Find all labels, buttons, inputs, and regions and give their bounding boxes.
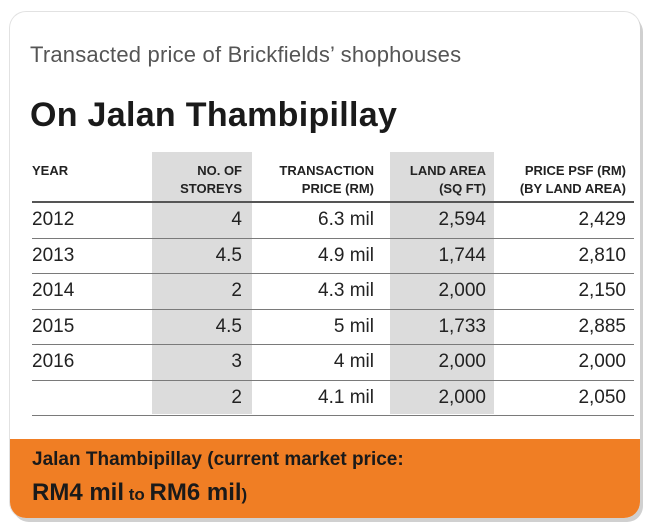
- price-low: RM4 mil: [32, 479, 125, 506]
- cell-psf: 2,810: [578, 244, 626, 266]
- land-area-column-shade: [390, 152, 494, 414]
- cell-psf: 2,050: [578, 386, 626, 408]
- header-price-psf: PRICE PSF (RM) (BY LAND AREA): [519, 163, 626, 196]
- row-divider: [32, 308, 634, 310]
- cell-area: 2,000: [438, 280, 486, 301]
- price-close: ): [241, 485, 248, 504]
- banner-label: Jalan Thambipillay (current market price…: [32, 449, 404, 470]
- header-land-area: LAND AREA (SQ FT): [409, 163, 486, 196]
- cell-price: 4.9 mil: [318, 244, 374, 266]
- cell-storeys: 2: [231, 280, 242, 301]
- cell-year: 2016: [32, 351, 75, 372]
- infographic-card: Transacted price of Brickfields’ shophou…: [10, 12, 640, 518]
- cell-psf: 2,150: [578, 280, 626, 301]
- row-divider: [32, 344, 634, 345]
- row-divider: [32, 379, 634, 381]
- cell-area: 2,000: [438, 386, 486, 408]
- cell-psf: 2,885: [578, 315, 626, 337]
- cell-area: 2,000: [438, 351, 486, 372]
- cell-storeys: 4.5: [215, 315, 242, 337]
- cell-area: 2,594: [438, 209, 486, 230]
- cell-storeys: 4: [231, 209, 242, 230]
- row-divider: [32, 415, 634, 416]
- cell-area: 1,744: [438, 244, 486, 266]
- page-title: On Jalan Thambipillay: [30, 96, 398, 134]
- cell-year: 2013: [32, 244, 75, 266]
- cell-price: 5 mil: [333, 315, 374, 337]
- row-divider: [32, 273, 634, 274]
- cell-year: 2015: [32, 315, 75, 337]
- cell-year: 2012: [32, 209, 75, 230]
- header-divider: [32, 201, 634, 203]
- price-high: RM6 mil: [149, 479, 242, 506]
- header-year: YEAR: [32, 163, 69, 178]
- storeys-column-shade: [152, 152, 252, 414]
- cell-storeys: 3: [231, 351, 242, 372]
- cell-storeys: 4.5: [215, 244, 242, 266]
- cell-year: 2014: [32, 280, 75, 301]
- cell-psf: 2,429: [578, 209, 626, 230]
- price-to: to: [124, 485, 150, 504]
- market-price-banner: Jalan Thambipillay (current market price…: [10, 439, 640, 518]
- cell-price: 4 mil: [333, 351, 374, 372]
- cell-area: 1,733: [438, 315, 486, 337]
- cell-storeys: 2: [231, 386, 242, 408]
- row-divider: [32, 237, 634, 239]
- cell-price: 4.3 mil: [318, 280, 374, 301]
- cell-price: 4.1 mil: [318, 386, 374, 408]
- header-transaction-price: TRANSACTION PRICE (RM): [279, 163, 374, 196]
- cell-price: 6.3 mil: [318, 209, 374, 230]
- subtitle: Transacted price of Brickfields’ shophou…: [30, 42, 462, 67]
- banner-price-range: RM4 mil to RM6 mil): [32, 479, 247, 507]
- header-storeys: NO. OF STOREYS: [180, 163, 242, 196]
- cell-psf: 2,000: [578, 351, 626, 372]
